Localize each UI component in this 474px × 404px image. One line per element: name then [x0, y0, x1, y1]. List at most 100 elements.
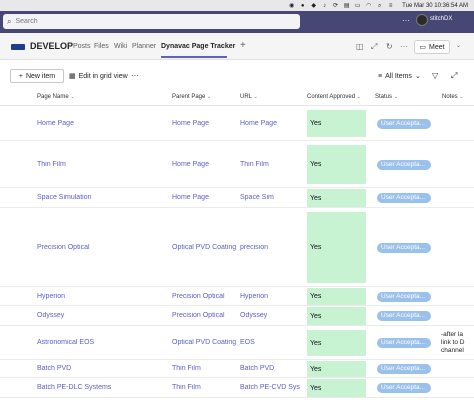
search-icon: ⌕	[7, 16, 12, 26]
status-badge: User Accepta...	[377, 338, 431, 348]
expand-icon[interactable]: ⤢	[371, 42, 378, 51]
table-row[interactable]: Space Simulation Home Page Space Sim Yes Use…	[0, 188, 474, 208]
content-approved-cell: Yes	[307, 212, 366, 283]
table-row[interactable]: Thin Film Home Page Thin Film Yes User Accep…	[0, 141, 474, 188]
wifi-icon[interactable]: ◠	[366, 2, 372, 9]
edit-grid-label: Edit in grid view	[78, 72, 128, 80]
table-row[interactable]: Odyssey Precision Optical Odyssey Yes User A…	[0, 306, 474, 326]
header-parent-page[interactable]: Parent Page ⌄	[172, 94, 212, 100]
status-badge: User Accepta...	[377, 311, 431, 321]
header-notes[interactable]: Notes ⌄	[442, 94, 464, 100]
page-name-link[interactable]: Space Simulation	[37, 194, 92, 201]
chat-icon[interactable]: ◫	[356, 42, 364, 51]
tab-dynavac-page-tracker[interactable]: Dynavac Page Tracker	[161, 43, 236, 50]
active-tab-indicator	[161, 56, 227, 58]
content-approved-cell: Yes	[307, 288, 366, 305]
tab-planner[interactable]: Planner	[132, 43, 157, 50]
command-more-button[interactable]: ···	[131, 71, 139, 80]
parent-page-cell: Home Page	[172, 194, 209, 201]
bell-icon[interactable]: ♪	[323, 2, 327, 9]
more-options-button[interactable]: ···	[402, 16, 410, 25]
url-cell: Odyssey	[240, 312, 268, 319]
parent-page-cell: Thin Film	[172, 365, 201, 372]
page-name-link[interactable]: Home Page	[37, 119, 74, 127]
channel-header: DEVELOP Posts Files Wiki Planner Dynavac…	[0, 33, 474, 60]
avatar[interactable]	[416, 14, 428, 26]
meet-label: Meet	[429, 43, 445, 51]
meet-chevron-icon[interactable]: ⌄	[456, 43, 462, 49]
edit-grid-view-button[interactable]: ▦ Edit in grid view	[69, 72, 128, 81]
content-approved-cell: Yes	[307, 361, 366, 377]
url-cell: precision	[240, 243, 269, 251]
sync-icon[interactable]: ⟳	[333, 2, 339, 9]
menubar-datetime[interactable]: Tue Mar 30 10:36:54 AM	[402, 2, 468, 9]
tab-posts[interactable]: Posts	[73, 43, 91, 50]
page-name-link[interactable]: Batch PVD	[37, 365, 72, 372]
url-cell: Space Sim	[240, 194, 274, 201]
table-row[interactable]: Precision Optical Optical PVD Coating S pr…	[0, 208, 474, 287]
tab-wiki[interactable]: Wiki	[114, 43, 128, 50]
url-cell: Hyperion	[240, 292, 269, 300]
view-label: All Items	[385, 72, 412, 80]
team-name: DEVELOP	[30, 41, 74, 51]
more-actions-button[interactable]: ···	[400, 42, 408, 51]
mac-menubar: ◉ ● ◆ ♪ ⟳ ▤ ▭ ◠ ⌕ ≡ Tue Mar 30 10:36:54 …	[0, 0, 474, 11]
search-box[interactable]: ⌕	[3, 14, 300, 29]
status-badge: User Accepta...	[377, 193, 431, 203]
creative-cloud-icon[interactable]: ◉	[289, 2, 295, 9]
table-row[interactable]: Hyperion Precision Optical Hyperion Yes User…	[0, 287, 474, 306]
content-approved-cell: Yes	[307, 145, 366, 184]
page-name-link[interactable]: Precision Optical	[37, 243, 90, 251]
refresh-icon[interactable]: ↻	[386, 42, 393, 51]
parent-page-cell: Home Page	[172, 119, 209, 127]
chevron-down-icon[interactable]: ⌄	[226, 44, 232, 50]
table-row[interactable]: Batch PE-DLC Systems Thin Film Batch PE-CV…	[0, 378, 474, 398]
meet-button[interactable]: ▭ Meet	[414, 40, 450, 54]
content-approved-cell: Yes	[307, 307, 366, 325]
parent-page-cell: Thin Film	[172, 384, 201, 391]
status-badge: User Accepta...	[377, 159, 431, 170]
page-name-link[interactable]: Hyperion	[37, 292, 66, 300]
status-badge: User Accepta...	[377, 118, 431, 129]
search-input[interactable]	[15, 18, 276, 25]
grid-icon: ▦	[69, 73, 76, 80]
new-item-button[interactable]: + New item	[10, 69, 64, 83]
content-approved-cell: Yes	[307, 189, 366, 207]
status-badge: User Accepta...	[377, 242, 431, 253]
team-logo-icon	[11, 44, 25, 50]
expand-list-icon[interactable]: ⤢	[451, 71, 458, 80]
new-item-label: New item	[25, 72, 56, 80]
content-approved-cell: Yes	[307, 330, 366, 356]
filter-icon[interactable]: ▽	[432, 71, 439, 80]
page-name-link[interactable]: Astronomical EOS	[37, 339, 95, 346]
table-row[interactable]: Astronomical EOS Optical PVD Coating S EOS…	[0, 326, 474, 360]
header-status[interactable]: Status ⌄	[375, 94, 398, 100]
header-page-name[interactable]: Page Name ⌄	[37, 94, 75, 100]
list-command-bar: + New item ▦ Edit in grid view ··· ≡ All…	[0, 61, 474, 89]
notes-cell: -after la link to D channel	[441, 331, 465, 354]
header-url[interactable]: URL ⌄	[240, 94, 258, 100]
table-row[interactable]: Home Page Home Page Home Page Yes User Accep…	[0, 106, 474, 141]
table-row[interactable]: Batch PVD Thin Film Batch PVD Yes User Accep…	[0, 360, 474, 378]
spotlight-icon[interactable]: ⌕	[377, 2, 382, 9]
battery-icon[interactable]: ▭	[354, 2, 361, 9]
flag-icon[interactable]: ▤	[343, 2, 350, 9]
view-chevron-icon: ⌄	[414, 73, 421, 80]
content-approved-cell: Yes	[307, 379, 366, 397]
control-center-icon[interactable]: ≡	[388, 2, 393, 9]
url-cell: Batch PVD	[240, 365, 275, 372]
page-name-link[interactable]: Odyssey	[37, 312, 65, 319]
record-icon[interactable]: ●	[300, 2, 305, 9]
add-tab-button[interactable]: +	[240, 40, 246, 51]
parent-page-cell: Home Page	[172, 160, 209, 168]
org-name[interactable]: stitchDX	[430, 16, 453, 22]
header-content-approved[interactable]: Content Approved ⌄	[307, 94, 361, 100]
teams-top-bar: ⌕ ··· stitchDX	[0, 11, 474, 33]
view-list-icon: ≡	[378, 72, 383, 80]
view-selector[interactable]: ≡ All Items ⌄	[378, 72, 421, 81]
page-name-link[interactable]: Batch PE-DLC Systems	[37, 384, 112, 391]
status-badge: User Accepta...	[377, 383, 431, 393]
page-name-link[interactable]: Thin Film	[37, 160, 66, 168]
dropbox-icon[interactable]: ◆	[311, 2, 316, 9]
tab-files[interactable]: Files	[94, 43, 109, 50]
